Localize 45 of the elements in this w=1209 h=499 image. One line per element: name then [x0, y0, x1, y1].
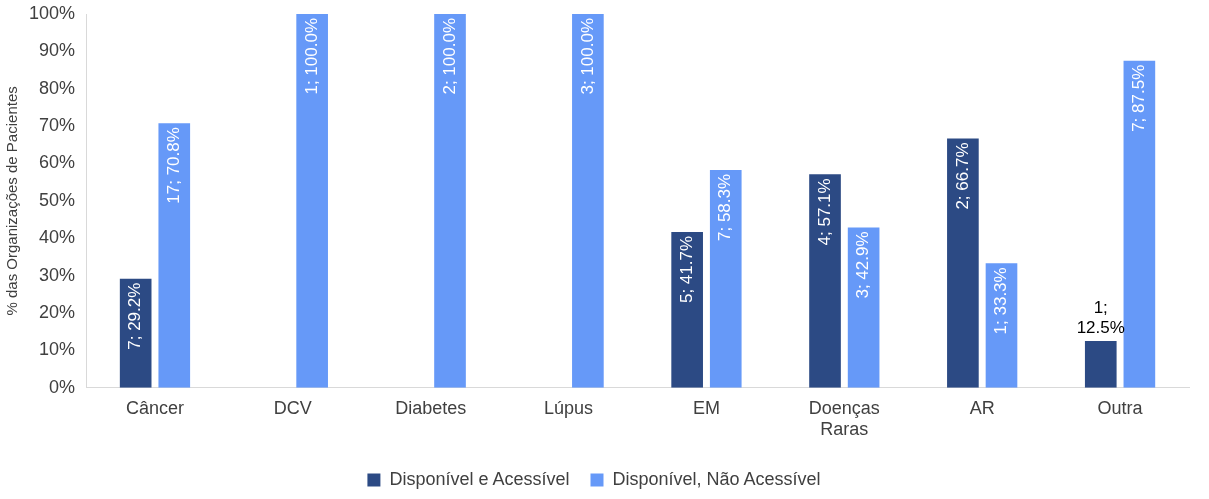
y-tick-label: 100% — [28, 2, 76, 23]
bar — [709, 169, 742, 388]
x-tick-label: EM — [692, 397, 720, 418]
y-tick-label: 40% — [39, 227, 76, 248]
x-tick-label: Doenças Raras — [808, 397, 880, 440]
legend-label: Disponível, Não Acessível — [612, 468, 821, 489]
y-tick-label: 20% — [39, 302, 76, 323]
y-tick-label: 10% — [39, 339, 76, 360]
bar — [572, 14, 604, 388]
x-tick-label: Câncer — [125, 397, 184, 418]
y-tick-label: 60% — [39, 152, 76, 173]
data-label: 4; 57.1% — [814, 178, 834, 246]
data-label: 1; 100.0% — [301, 18, 321, 95]
bar — [847, 227, 880, 388]
bar — [947, 138, 979, 388]
y-tick-label: 80% — [39, 77, 76, 98]
legend-label: Disponível e Acessível — [389, 468, 570, 489]
y-tick-label: 30% — [39, 264, 76, 285]
x-tick-label: Outra — [1097, 397, 1144, 418]
x-tick-label: Lúpus — [544, 397, 594, 418]
y-tick-label: 90% — [39, 40, 76, 61]
bar — [296, 14, 328, 388]
data-label: 5; 41.7% — [676, 235, 696, 304]
data-label: 2; 100.0% — [439, 18, 459, 95]
x-tick-label: AR — [969, 397, 995, 418]
data-label: 3; 100.0% — [577, 18, 597, 95]
bar — [1084, 341, 1117, 388]
y-tick-label: 0% — [49, 376, 76, 397]
data-label: 7; 58.3% — [715, 173, 735, 241]
bar — [434, 14, 466, 388]
bar — [1123, 60, 1156, 388]
data-label: 1; 33.3% — [991, 267, 1011, 335]
data-label: 3; 42.9% — [853, 231, 873, 299]
data-label: 7; 87.5% — [1129, 64, 1149, 132]
data-label: 2; 66.7% — [952, 142, 972, 210]
y-tick-label: 50% — [39, 189, 76, 210]
bar — [671, 231, 703, 388]
y-tick-label: 70% — [39, 115, 76, 136]
x-tick-label: DCV — [273, 397, 312, 418]
x-tick-label: Diabetes — [395, 397, 467, 418]
data-label: 7; 29.2% — [125, 282, 145, 350]
bar — [809, 174, 841, 388]
bar — [158, 123, 191, 388]
y-axis-title: % das Organizações de Pacientes — [3, 86, 21, 316]
data-label: 17; 70.8% — [163, 127, 183, 204]
